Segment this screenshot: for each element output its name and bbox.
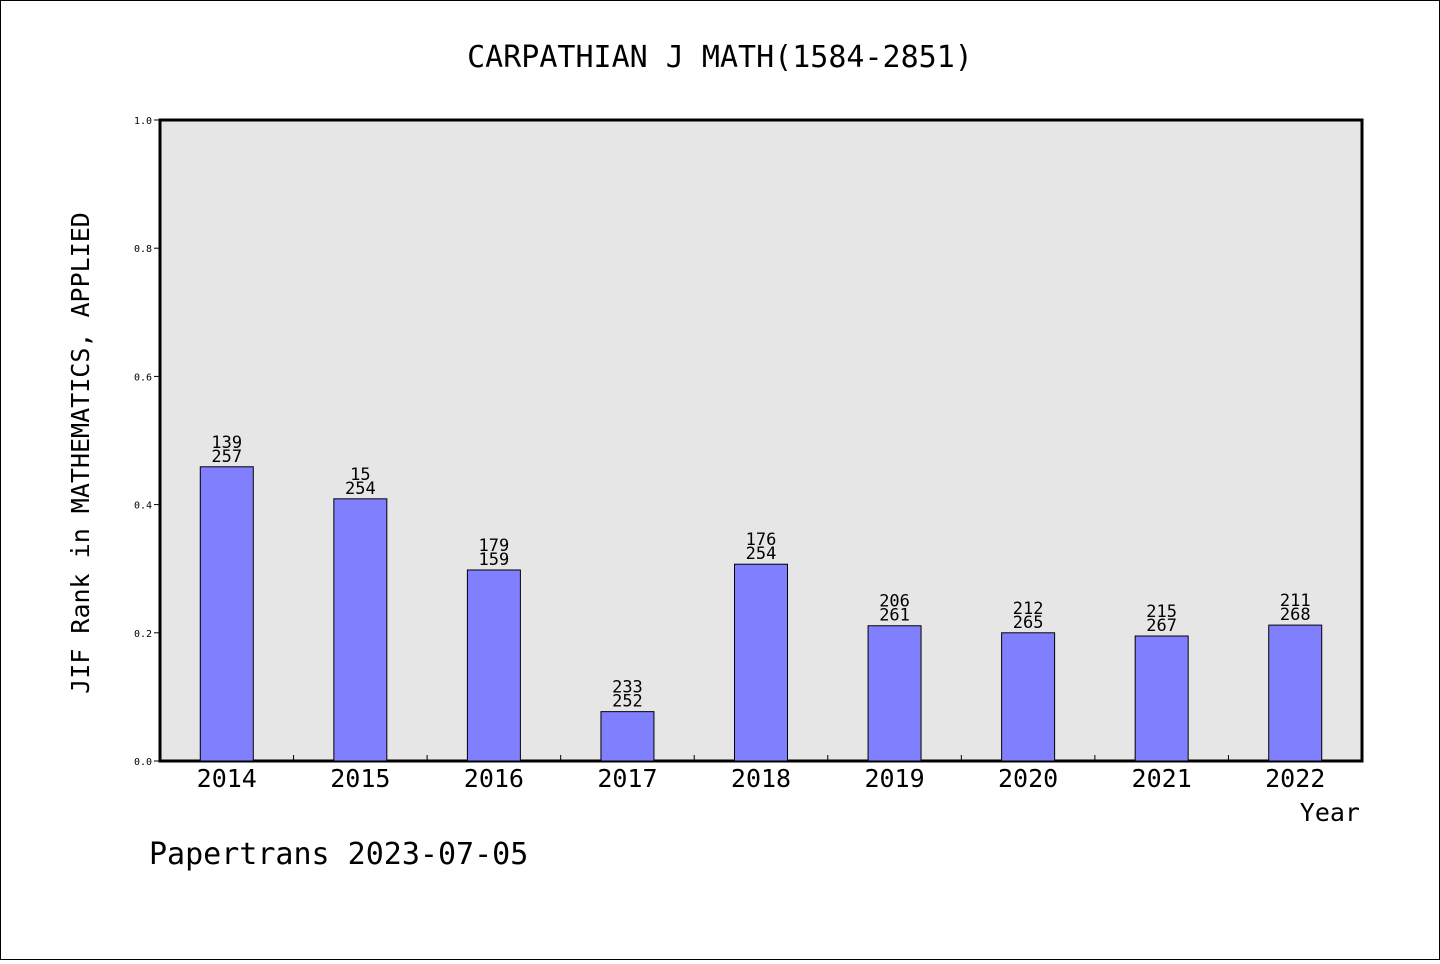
x-axis-ticks: 2014 2015 2016 2017 2018 2019 2020 2021 2022 bbox=[197, 755, 1325, 793]
bar-label-rank: 179 bbox=[479, 536, 510, 556]
y-tick-label: 0.8 bbox=[134, 244, 152, 255]
x-tick-label: 2015 bbox=[330, 764, 390, 793]
bar-label-rank: 206 bbox=[879, 592, 910, 612]
bar-label-rank: 211 bbox=[1280, 591, 1311, 611]
y-tick-label: 0.0 bbox=[134, 757, 152, 768]
bar-2016 bbox=[466, 569, 521, 762]
bar-2022 bbox=[1268, 624, 1323, 762]
bar-2014 bbox=[199, 466, 254, 762]
y-tick-label: 0.2 bbox=[134, 629, 152, 640]
bar-label-rank: 15 bbox=[350, 465, 370, 485]
bar-label-total: 159 bbox=[479, 550, 510, 570]
y-tick-label: 1.0 bbox=[134, 116, 152, 127]
footer-stamp: Papertrans 2023-07-05 bbox=[149, 837, 528, 872]
bar-label-total: 257 bbox=[211, 447, 242, 467]
bar-label-rank: 215 bbox=[1146, 602, 1177, 622]
bar-label-total: 254 bbox=[746, 544, 777, 564]
bar-label-total: 261 bbox=[879, 606, 910, 626]
bar-2020 bbox=[1001, 632, 1056, 762]
bars bbox=[199, 466, 1323, 762]
bar-label-rank: 212 bbox=[1013, 599, 1044, 619]
bar-2017 bbox=[600, 711, 655, 762]
bar-label-rank: 176 bbox=[746, 530, 777, 550]
x-tick-label: 2020 bbox=[998, 764, 1058, 793]
bar-label-total: 252 bbox=[612, 692, 643, 712]
x-tick-label: 2016 bbox=[464, 764, 524, 793]
bar-2015 bbox=[333, 498, 388, 762]
bar-2019 bbox=[867, 625, 922, 762]
y-tick-label: 0.4 bbox=[134, 501, 152, 512]
x-tick-label: 2017 bbox=[597, 764, 657, 793]
x-tick-label: 2019 bbox=[864, 764, 924, 793]
bar-label-total: 267 bbox=[1146, 616, 1177, 636]
chart-title: CARPATHIAN J MATH(1584-2851) bbox=[467, 40, 973, 75]
bar-2021 bbox=[1134, 635, 1189, 762]
x-axis-label: Year bbox=[1300, 798, 1360, 827]
bar-label-total: 254 bbox=[345, 479, 376, 499]
bar-label-total: 268 bbox=[1280, 605, 1311, 625]
y-axis-label: JIF Rank in MATHEMATICS, APPLIED bbox=[66, 212, 95, 694]
bar-label-rank: 233 bbox=[612, 678, 643, 698]
x-tick-label: 2022 bbox=[1265, 764, 1325, 793]
bar-2018 bbox=[734, 563, 788, 762]
y-axis-ticks: 0.0 0.2 0.4 0.6 0.8 1.0 bbox=[134, 116, 160, 768]
x-tick-label: 2018 bbox=[731, 764, 791, 793]
x-tick-label: 2014 bbox=[197, 764, 257, 793]
y-tick-label: 0.6 bbox=[134, 372, 152, 383]
bar-label-total: 265 bbox=[1013, 613, 1044, 633]
x-tick-label: 2021 bbox=[1132, 764, 1192, 793]
bar-label-rank: 139 bbox=[211, 433, 242, 453]
